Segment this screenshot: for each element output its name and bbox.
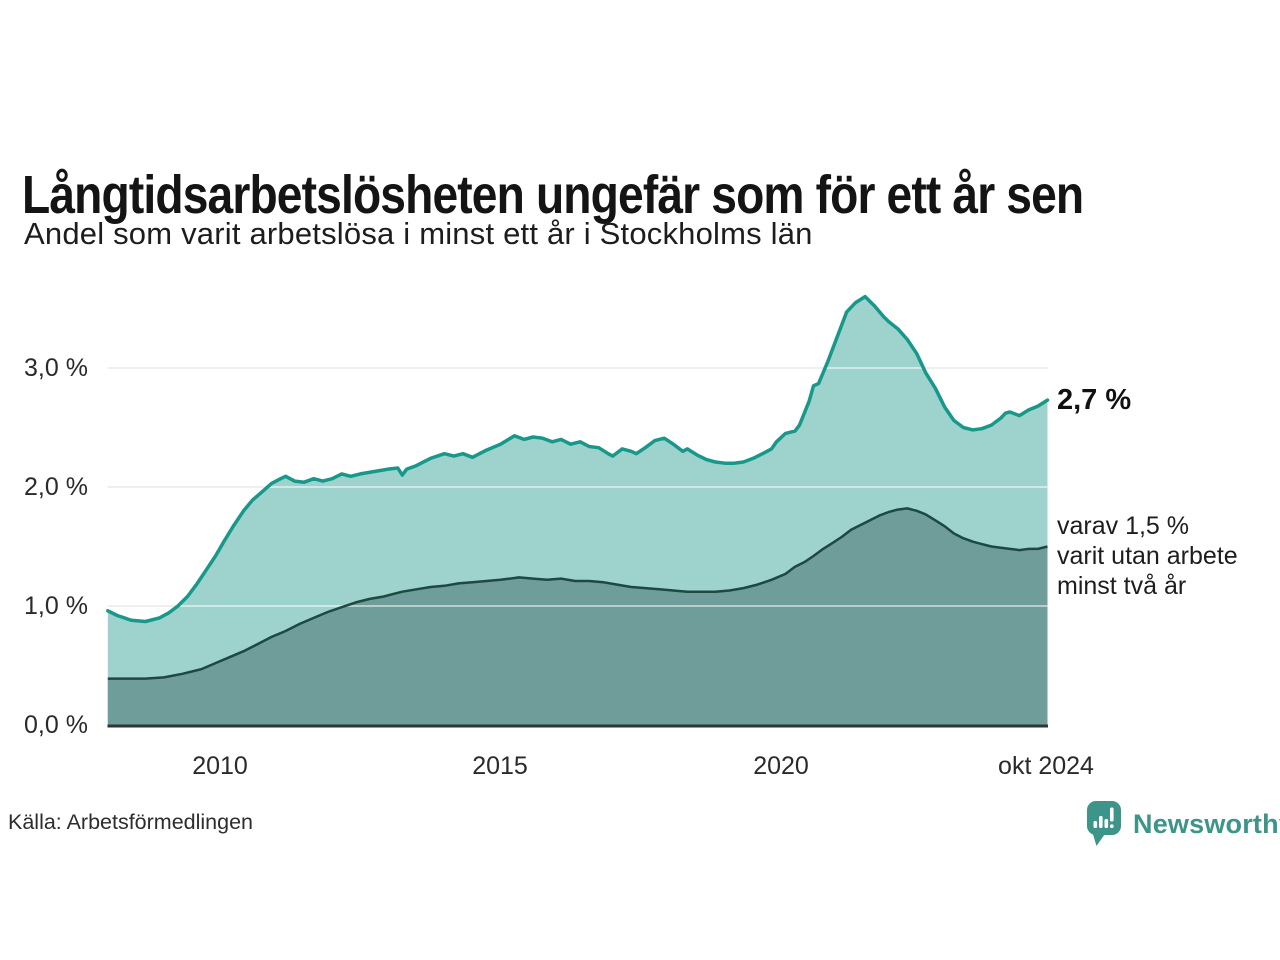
source-credit: Källa: Arbetsförmedlingen bbox=[8, 810, 254, 834]
two-year-annotation: varav 1,5 % varit utan arbete minst två … bbox=[1057, 511, 1238, 601]
two-year-annotation-line3: minst två år bbox=[1057, 572, 1187, 600]
latest-value-label: 2,7 % bbox=[1057, 384, 1132, 416]
x-tick-2010: 2010 bbox=[192, 752, 248, 780]
brand-logo: Newsworthy bbox=[1086, 800, 1280, 848]
y-tick-3: 3,0 % bbox=[24, 354, 88, 382]
area-fill-unemployed-2yr bbox=[107, 508, 1048, 725]
two-year-annotation-line1: varav 1,5 % bbox=[1057, 512, 1190, 540]
newsworthy-bubble-barchart-icon bbox=[1087, 801, 1121, 846]
y-tick-2: 2,0 % bbox=[24, 473, 88, 501]
x-tick-2020: 2020 bbox=[753, 752, 809, 780]
series-line-unemployed-2yr bbox=[107, 507, 1048, 680]
gridlines-overlay bbox=[107, 367, 1048, 607]
series-line-unemployed-1yr bbox=[106, 294, 1050, 624]
two-year-annotation-line2: varit utan arbete bbox=[1057, 542, 1238, 570]
y-tick-1: 1,0 % bbox=[24, 592, 88, 620]
x-tick-okt-2024: okt 2024 bbox=[998, 752, 1094, 780]
page-title: Långtidsarbetslösheten ungefär som för e… bbox=[22, 165, 1084, 226]
page-subtitle: Andel som varit arbetslösa i minst ett å… bbox=[24, 216, 813, 251]
y-tick-0: 0,0 % bbox=[24, 711, 88, 739]
x-tick-2015: 2015 bbox=[472, 752, 528, 780]
brand-name: Newsworthy bbox=[1133, 808, 1280, 839]
